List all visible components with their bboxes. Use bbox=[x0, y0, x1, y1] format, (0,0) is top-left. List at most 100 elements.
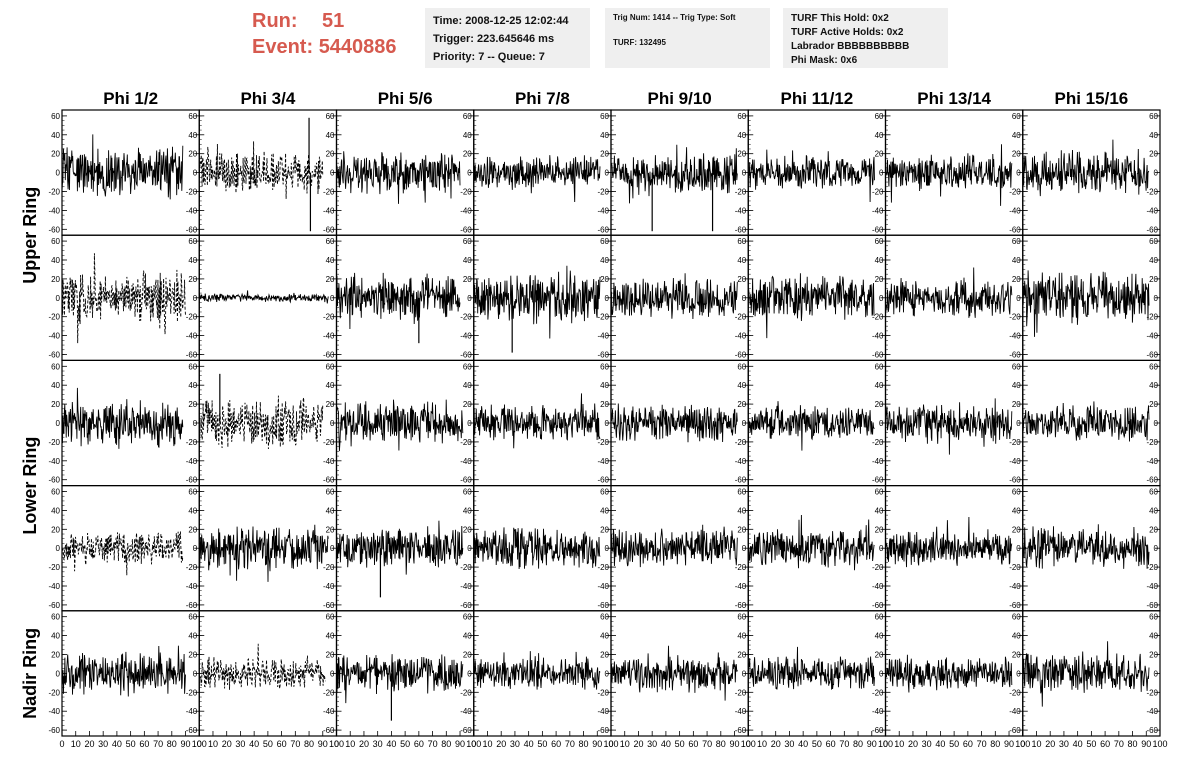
y-tick-label: 20 bbox=[875, 400, 884, 409]
y-tick-label: 40 bbox=[463, 632, 472, 641]
x-tick-label: 20 bbox=[908, 739, 918, 749]
waveform-trace bbox=[1022, 524, 1150, 569]
y-tick-label: 0 bbox=[742, 294, 747, 303]
y-tick-label: -60 bbox=[872, 351, 884, 360]
y-tick-label: -40 bbox=[186, 582, 198, 591]
x-tick-label: 0 bbox=[1020, 739, 1025, 749]
waveform-panel: 60 40 20 0 -20 -40 -60 bbox=[747, 485, 887, 612]
y-tick-label: 60 bbox=[326, 613, 335, 622]
x-tick-label: 40 bbox=[524, 739, 534, 749]
y-tick-label: -40 bbox=[735, 457, 747, 466]
y-tick-label: 20 bbox=[463, 275, 472, 284]
y-tick-label: -60 bbox=[186, 351, 198, 360]
y-tick-label: 40 bbox=[188, 131, 197, 140]
y-tick-label: 0 bbox=[193, 294, 198, 303]
priority-text: Priority: 7 -- Queue: 7 bbox=[433, 51, 545, 63]
y-tick-label: 60 bbox=[737, 237, 746, 246]
y-tick-label: -40 bbox=[460, 707, 472, 716]
y-tick-label: -60 bbox=[597, 726, 609, 735]
y-tick-label: 0 bbox=[879, 544, 884, 553]
x-tick-label: 80 bbox=[716, 739, 726, 749]
y-tick-label: 40 bbox=[737, 256, 746, 265]
x-tick-label: 90 bbox=[181, 739, 191, 749]
y-tick-label: 20 bbox=[188, 150, 197, 159]
y-tick-label: 40 bbox=[51, 381, 60, 390]
y-tick-label: 40 bbox=[875, 632, 884, 641]
y-tick-label: 0 bbox=[605, 169, 610, 178]
y-tick-label: -40 bbox=[48, 206, 60, 215]
y-tick-label: 0 bbox=[56, 419, 61, 428]
y-tick-label: 20 bbox=[600, 275, 609, 284]
y-tick-label: 20 bbox=[463, 525, 472, 534]
y-tick-label: 40 bbox=[1149, 506, 1158, 515]
y-tick-label: -20 bbox=[323, 188, 335, 197]
y-tick-label: -20 bbox=[735, 188, 747, 197]
waveform-trace bbox=[473, 393, 601, 449]
phi-mask-text: Phi Mask: 0x6 bbox=[791, 55, 858, 66]
waveform-trace bbox=[473, 527, 601, 570]
turf-text: TURF: 132495 bbox=[613, 38, 666, 47]
y-tick-label: -20 bbox=[186, 438, 198, 447]
y-tick-label: -20 bbox=[597, 688, 609, 697]
y-tick-label: -20 bbox=[1146, 438, 1158, 447]
y-tick-label: -40 bbox=[460, 332, 472, 341]
y-tick-label: 60 bbox=[326, 362, 335, 371]
y-tick-label: -20 bbox=[1009, 688, 1021, 697]
waveform-trace bbox=[473, 265, 601, 339]
y-tick-label: -20 bbox=[597, 438, 609, 447]
y-tick-label: -20 bbox=[48, 313, 60, 322]
y-tick-label: 60 bbox=[326, 487, 335, 496]
waveform-panel: 60 40 20 0 -20 -40 -60 bbox=[1022, 109, 1161, 236]
x-tick-label: 40 bbox=[1073, 739, 1083, 749]
x-tick-label: 30 bbox=[922, 739, 932, 749]
y-tick-label: 20 bbox=[737, 650, 746, 659]
ring-label: Nadir Ring bbox=[20, 628, 40, 719]
y-tick-label: -60 bbox=[186, 225, 198, 234]
x-tick-label: 70 bbox=[428, 739, 438, 749]
y-tick-label: 40 bbox=[463, 506, 472, 515]
waveform-panel: 60 60 40 40 20 20 0 0 -20 -20 -40 -40 -60 -60 bbox=[48, 234, 200, 361]
y-tick-label: -40 bbox=[1009, 332, 1021, 341]
y-tick-label: 60 bbox=[600, 362, 609, 371]
y-tick-label: 60 bbox=[188, 362, 197, 371]
y-tick-label: -40 bbox=[323, 206, 335, 215]
y-tick-label: 40 bbox=[737, 131, 746, 140]
x-tick-label: 100 bbox=[192, 739, 207, 749]
y-tick-label: 60 bbox=[51, 237, 60, 246]
y-tick-label: -20 bbox=[872, 188, 884, 197]
y-tick-label: 60 bbox=[1012, 362, 1021, 371]
y-tick-label: 60 bbox=[737, 613, 746, 622]
y-tick-label: 0 bbox=[605, 544, 610, 553]
x-tick-label: 0 bbox=[608, 739, 613, 749]
y-tick-label: 40 bbox=[51, 632, 60, 641]
waveform-trace bbox=[336, 272, 461, 330]
y-tick-label: 20 bbox=[463, 150, 472, 159]
y-tick-label: -40 bbox=[1146, 332, 1158, 341]
y-tick-label: 60 bbox=[188, 237, 197, 246]
x-tick-label: 60 bbox=[826, 739, 836, 749]
event-label: Event: bbox=[252, 36, 314, 58]
y-tick-label: -40 bbox=[323, 332, 335, 341]
x-tick-label: 80 bbox=[853, 739, 863, 749]
y-tick-label: -40 bbox=[186, 707, 198, 716]
y-tick-label: 60 bbox=[463, 613, 472, 622]
y-tick-label: -40 bbox=[735, 582, 747, 591]
waveform-panel: 60 40 20 0 -20 -40 -60 bbox=[610, 109, 749, 236]
x-tick-label: 80 bbox=[441, 739, 451, 749]
waveform-panel: 60 40 20 0 -20 -40 -60 bbox=[473, 109, 612, 236]
y-tick-label: -60 bbox=[323, 351, 335, 360]
y-tick-label: 60 bbox=[1149, 237, 1158, 246]
y-tick-label: -40 bbox=[186, 206, 198, 215]
y-tick-label: -20 bbox=[1009, 438, 1021, 447]
y-tick-label: 40 bbox=[1149, 632, 1158, 641]
y-tick-label: -40 bbox=[1009, 582, 1021, 591]
y-tick-label: 60 bbox=[1012, 487, 1021, 496]
y-tick-label: -20 bbox=[1146, 188, 1158, 197]
y-tick-label: -20 bbox=[735, 313, 747, 322]
y-tick-label: -20 bbox=[1146, 313, 1158, 322]
y-tick-label: 60 bbox=[1149, 362, 1158, 371]
y-tick-label: 40 bbox=[1012, 506, 1021, 515]
y-tick-label: 40 bbox=[463, 381, 472, 390]
